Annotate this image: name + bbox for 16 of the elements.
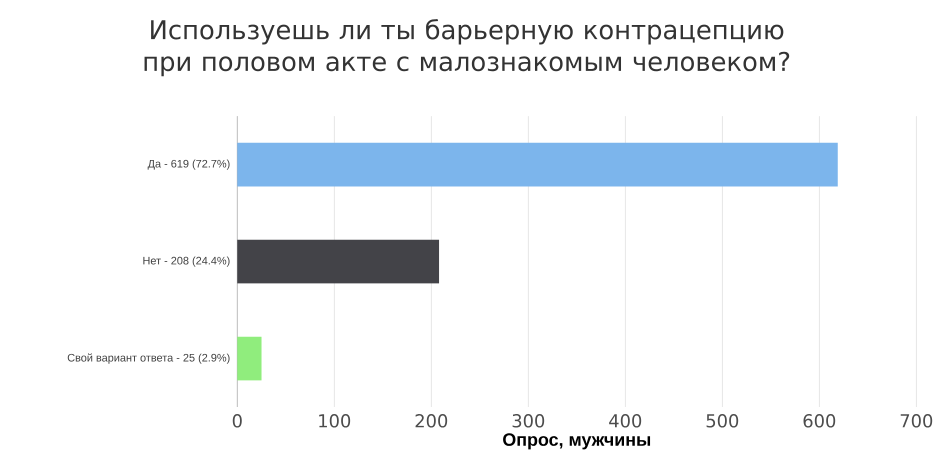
y-tick-label: Да - 619 (72.7%) — [148, 160, 230, 170]
bar — [237, 336, 262, 381]
x-tick-label: 200 — [416, 414, 448, 428]
x-tick-label: 0 — [232, 414, 242, 428]
x-tick-label: 300 — [512, 414, 544, 428]
x-axis-title: Опрос, мужчины — [503, 433, 650, 450]
bar — [237, 240, 440, 284]
y-tick-label: Нет - 208 (24.4%) — [143, 256, 230, 267]
chart-title: Используешь ли ты барьерную контрацепцию при половом акте с малознакомым человеком? — [144, 19, 790, 76]
x-tick-label: 100 — [319, 414, 350, 428]
x-tick-label: 700 — [900, 414, 932, 428]
x-tick-label: 400 — [609, 414, 642, 428]
x-tick-label: 600 — [804, 414, 836, 428]
x-tick-label: 500 — [706, 414, 738, 428]
bar — [237, 142, 838, 187]
y-tick-label: Свой вариант ответа - 25 (2.9%) — [68, 354, 230, 364]
